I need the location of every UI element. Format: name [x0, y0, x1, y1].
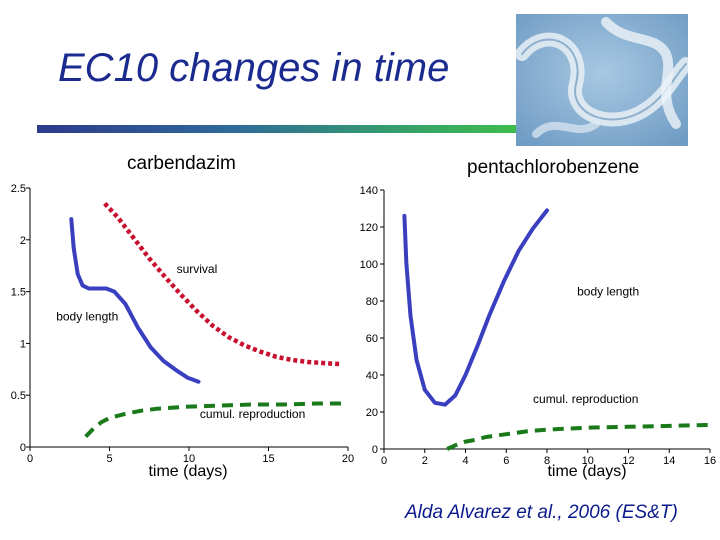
chart0-series-body-length	[69, 217, 201, 384]
chart1-y-tick-label: 60	[366, 333, 378, 345]
chart1-y-tick-label: 100	[360, 259, 378, 271]
chart0-series-survival	[103, 201, 341, 367]
slide-title: EC10 changes in time	[58, 46, 450, 90]
chart0-y-tick-label: 0	[20, 442, 26, 454]
chart1-x-tick-label: 16	[704, 455, 716, 467]
chart0-y-tick-label: 0.5	[11, 390, 26, 402]
chart1-y-tick-label: 80	[366, 296, 378, 308]
chart0-annotation: survival	[177, 262, 218, 276]
chart0-x-tick-label: 0	[27, 453, 33, 465]
chart-title-pentachlorobenzene: pentachlorobenzene	[467, 157, 640, 178]
chart1-x-label: time (days)	[547, 463, 626, 480]
chart1-x-tick-label: 10	[582, 455, 594, 467]
chart1-series-body-length	[402, 208, 549, 407]
title-underline	[37, 125, 527, 133]
chart1-y-tick-label: 120	[360, 222, 378, 234]
chart1-y-tick-label: 20	[366, 407, 378, 419]
chart1-x-tick-label: 6	[503, 455, 509, 467]
worm-photo	[516, 14, 688, 146]
chart1-x-tick-label: 14	[663, 455, 675, 467]
chart1-y-tick-label: 140	[360, 185, 378, 197]
chart-title-carbendazim: carbendazim	[127, 153, 236, 174]
chart0-y-tick-label: 2.5	[11, 183, 26, 195]
chart0-y-tick-label: 1.5	[11, 287, 26, 299]
chart0-x-tick-label: 5	[106, 453, 112, 465]
chart1-x-tick-label: 0	[381, 455, 387, 467]
citation: Alda Alvarez et al., 2006 (ES&T)	[405, 502, 678, 523]
chart1-y-tick-label: 40	[366, 370, 378, 382]
chart1-x-tick-label: 12	[622, 455, 634, 467]
chart0-y-tick-label: 2	[20, 235, 26, 247]
chart0-x-label: time (days)	[148, 463, 227, 480]
chart1-x-tick-label: 2	[422, 455, 428, 467]
chart0-annotation: cumul. reproduction	[200, 407, 305, 421]
chart1-y-tick-label: 0	[372, 444, 378, 456]
chart1-annotation: body length	[577, 284, 639, 298]
chart0-x-tick-label: 20	[342, 453, 354, 465]
chart1-x-tick-label: 4	[462, 455, 468, 467]
chart0-annotation: body length	[56, 310, 118, 324]
chart1-series-cumul-reproduction	[446, 422, 711, 451]
chart0-x-tick-label: 10	[183, 453, 195, 465]
chart0-series-cumul-reproduction	[84, 401, 342, 438]
chart0-y-tick-label: 1	[20, 338, 26, 350]
chart0-x-tick-label: 15	[262, 453, 274, 465]
chart1-annotation: cumul. reproduction	[533, 392, 638, 406]
chart1-x-tick-label: 8	[544, 455, 550, 467]
